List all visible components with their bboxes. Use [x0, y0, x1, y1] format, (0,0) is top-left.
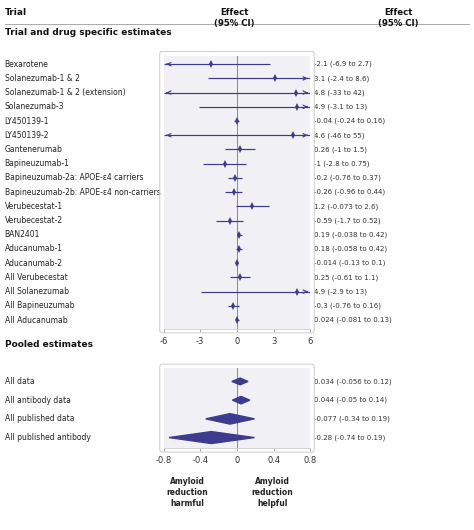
Text: Pooled estimates: Pooled estimates: [5, 340, 93, 349]
Text: All published antibody: All published antibody: [5, 433, 91, 442]
Text: 4.8 (-33 to 42): 4.8 (-33 to 42): [314, 90, 365, 96]
Text: 4.9 (-2.9 to 13): 4.9 (-2.9 to 13): [314, 288, 367, 295]
Text: Solanezumab-1 & 2 (extension): Solanezumab-1 & 2 (extension): [5, 88, 125, 97]
Text: All antibody data: All antibody data: [5, 396, 71, 404]
Text: 0.034 (-0.056 to 0.12): 0.034 (-0.056 to 0.12): [314, 378, 392, 385]
Text: Verubecestat-2: Verubecestat-2: [5, 216, 63, 225]
Text: Solanezumab-3: Solanezumab-3: [5, 102, 64, 111]
Text: 0.19 (-0.038 to 0.42): 0.19 (-0.038 to 0.42): [314, 232, 387, 238]
Polygon shape: [232, 378, 248, 385]
Text: -2.1 (-6.9 to 2.7): -2.1 (-6.9 to 2.7): [314, 61, 372, 67]
Text: Trial: Trial: [5, 8, 27, 17]
Text: Effect
(95% CI): Effect (95% CI): [378, 8, 419, 28]
Text: LY450139-1: LY450139-1: [5, 117, 49, 126]
Polygon shape: [206, 413, 255, 424]
Polygon shape: [169, 431, 255, 444]
Text: 3.1 (-2.4 to 8.6): 3.1 (-2.4 to 8.6): [314, 75, 369, 82]
Text: All Bapineuzumab: All Bapineuzumab: [5, 302, 74, 311]
Text: 4.9 (-3.1 to 13): 4.9 (-3.1 to 13): [314, 103, 367, 110]
Text: Gantenerumab: Gantenerumab: [5, 145, 63, 154]
Text: -1 (-2.8 to 0.75): -1 (-2.8 to 0.75): [314, 161, 369, 167]
Text: Amyloid
reduction
helpful: Amyloid reduction helpful: [252, 477, 293, 508]
Text: 0.25 (-0.61 to 1.1): 0.25 (-0.61 to 1.1): [314, 274, 378, 281]
Text: Verubecestat-1: Verubecestat-1: [5, 202, 63, 211]
Text: Effect
(95% CI): Effect (95% CI): [214, 8, 255, 28]
Text: All published data: All published data: [5, 414, 74, 423]
Text: Bapineuzumab-2b: APOE-ε4 non-carriers: Bapineuzumab-2b: APOE-ε4 non-carriers: [5, 188, 161, 197]
Text: 0.044 (-0.05 to 0.14): 0.044 (-0.05 to 0.14): [314, 397, 387, 403]
Text: Bexarotene: Bexarotene: [5, 60, 49, 69]
Text: 4.6 (-46 to 55): 4.6 (-46 to 55): [314, 132, 365, 138]
Text: BAN2401: BAN2401: [5, 230, 40, 239]
Text: -0.2 (-0.76 to 0.37): -0.2 (-0.76 to 0.37): [314, 175, 381, 181]
Text: Bapineuzumab-1: Bapineuzumab-1: [5, 159, 70, 168]
Text: -0.3 (-0.76 to 0.16): -0.3 (-0.76 to 0.16): [314, 303, 381, 309]
Text: All Solanezumab: All Solanezumab: [5, 287, 69, 296]
Text: 0.024 (-0.081 to 0.13): 0.024 (-0.081 to 0.13): [314, 317, 392, 323]
Polygon shape: [232, 396, 250, 404]
Text: -0.28 (-0.74 to 0.19): -0.28 (-0.74 to 0.19): [314, 434, 385, 441]
Text: -0.04 (-0.24 to 0.16): -0.04 (-0.24 to 0.16): [314, 118, 385, 125]
Text: Trial and drug specific estimates: Trial and drug specific estimates: [5, 28, 172, 37]
Text: All Aducanumab: All Aducanumab: [5, 315, 67, 324]
Text: Bapineuzumab-2a: APOE-ε4 carriers: Bapineuzumab-2a: APOE-ε4 carriers: [5, 173, 143, 182]
Text: 1.2 (-0.073 to 2.6): 1.2 (-0.073 to 2.6): [314, 203, 378, 209]
Text: Aducanumab-2: Aducanumab-2: [5, 259, 63, 268]
Text: -0.077 (-0.34 to 0.19): -0.077 (-0.34 to 0.19): [314, 416, 390, 422]
Text: All data: All data: [5, 377, 34, 386]
Text: Aducanumab-1: Aducanumab-1: [5, 244, 63, 253]
Text: 0.26 (-1 to 1.5): 0.26 (-1 to 1.5): [314, 146, 367, 153]
Text: -0.26 (-0.96 to 0.44): -0.26 (-0.96 to 0.44): [314, 189, 385, 196]
Text: 0.18 (-0.058 to 0.42): 0.18 (-0.058 to 0.42): [314, 246, 387, 252]
Text: Amyloid
reduction
harmful: Amyloid reduction harmful: [166, 477, 208, 508]
Text: -0.59 (-1.7 to 0.52): -0.59 (-1.7 to 0.52): [314, 217, 381, 224]
Text: -0.014 (-0.13 to 0.1): -0.014 (-0.13 to 0.1): [314, 260, 385, 267]
Text: All Verubecestat: All Verubecestat: [5, 273, 67, 282]
Text: LY450139-2: LY450139-2: [5, 131, 49, 140]
Text: Solanezumab-1 & 2: Solanezumab-1 & 2: [5, 74, 80, 83]
